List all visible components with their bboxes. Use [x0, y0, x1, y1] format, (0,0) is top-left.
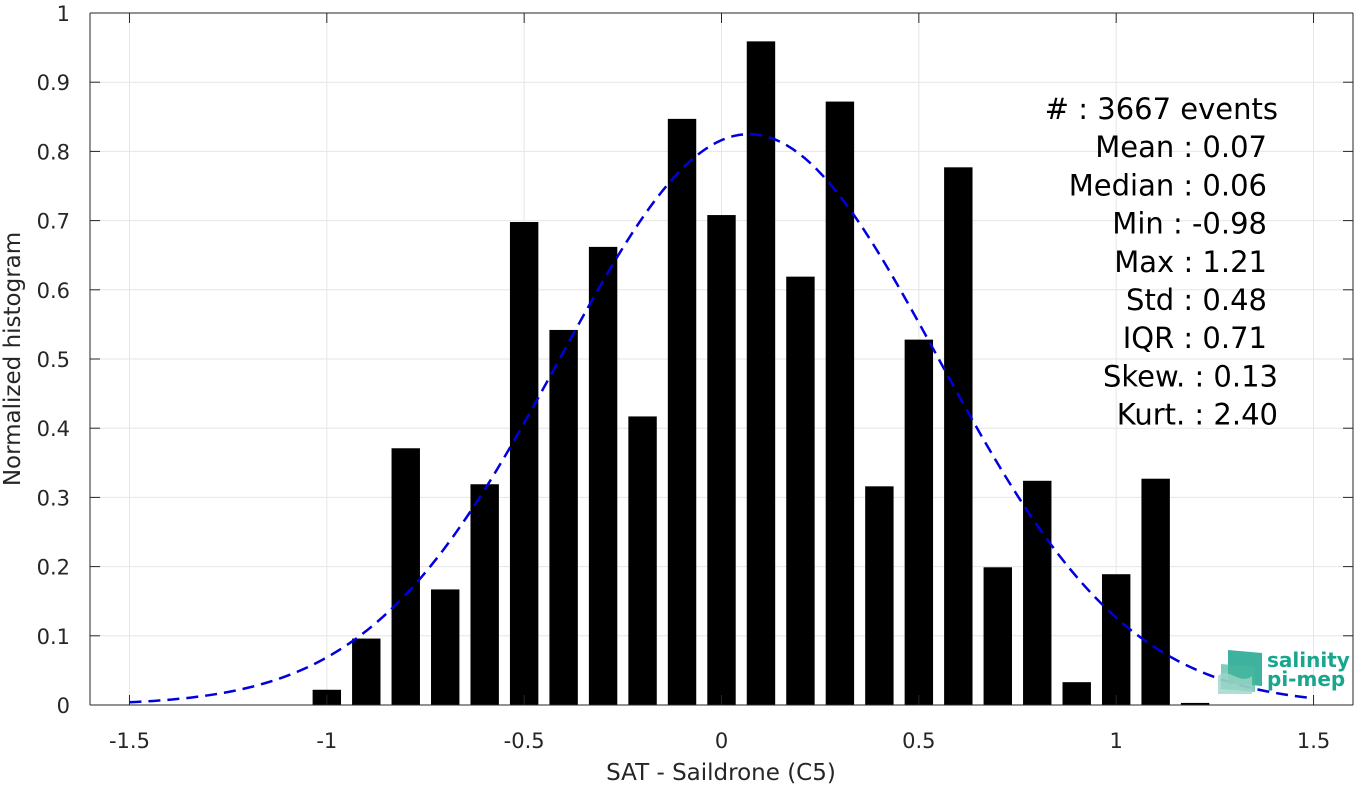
stat-line: Median : 0.06	[1069, 168, 1267, 202]
histogram-bar	[825, 101, 855, 706]
axes	[89, 12, 1354, 706]
wave-logo-icon	[1218, 650, 1262, 694]
y-tick-label: 0.5	[37, 348, 70, 372]
fit-curve-line	[129, 132, 1314, 704]
histogram-bar	[352, 638, 381, 705]
histogram-bar	[865, 486, 894, 705]
y-tick-label: 0.9	[37, 71, 70, 95]
stat-line: Mean : 0.07	[1095, 130, 1267, 164]
logo-line1: salinity	[1267, 648, 1350, 672]
y-tick-label: 0.6	[37, 279, 70, 303]
histogram-bar	[983, 567, 1012, 705]
histogram-bar	[1023, 480, 1052, 705]
histogram-bars	[312, 41, 1210, 706]
histogram-bar	[470, 484, 499, 705]
histogram-bar	[1062, 682, 1091, 705]
y-tick-label: 0.4	[37, 417, 70, 441]
histogram-bar	[667, 118, 697, 706]
histogram-bar	[944, 167, 973, 706]
histogram-bar	[431, 589, 460, 705]
y-tick-label: 1	[57, 2, 70, 26]
histogram-bar	[746, 41, 776, 705]
stat-line: IQR : 0.71	[1123, 321, 1267, 355]
x-tick-label: 1.5	[1297, 729, 1330, 753]
logo-line2: pi-mep	[1267, 667, 1345, 691]
x-tick-label: 0.5	[902, 729, 935, 753]
histogram-bar	[509, 221, 539, 705]
histogram-bar	[1180, 702, 1210, 705]
stat-line: Max : 1.21	[1114, 245, 1267, 279]
normal-fit-curve	[129, 132, 1314, 704]
histogram-bar	[391, 448, 420, 705]
x-axis-label: SAT - Saildrone (C5)	[606, 760, 836, 785]
salinity-pi-mep-logo: salinity pi-mep	[1218, 648, 1350, 694]
y-axis-label: Normalized histogram	[0, 232, 26, 486]
x-tick-label: -0.5	[504, 729, 545, 753]
histogram-bar	[1101, 574, 1131, 705]
x-tick-label: 1	[1110, 729, 1123, 753]
x-tick-label: -1.5	[109, 729, 150, 753]
y-tick-label: 0	[57, 694, 70, 718]
histogram-bar	[786, 276, 815, 705]
histogram-bar	[628, 416, 657, 705]
histogram-bar	[588, 246, 618, 705]
stat-line: Min : -0.98	[1112, 207, 1267, 241]
y-tick-label: 0.3	[37, 486, 70, 510]
y-tick-label: 0.7	[37, 210, 70, 234]
x-tick-label: 0	[715, 729, 728, 753]
stat-line: Kurt. : 2.40	[1117, 398, 1278, 432]
histogram-bar	[707, 215, 736, 705]
histogram-bar	[904, 339, 934, 705]
tick-labels: -1.5 -1 -0.5 0 0.5 1 1.5 0 0.1 0.2 0.3 0.4 0.5 0.6 0.7…	[37, 2, 1331, 753]
histogram-bar	[549, 329, 578, 705]
stat-line: # : 3667 events	[1045, 92, 1278, 126]
y-tick-label: 0.8	[37, 140, 70, 164]
stat-line: Skew. : 0.13	[1103, 359, 1278, 393]
y-tick-label: 0.2	[37, 556, 70, 580]
stat-line: Std : 0.48	[1126, 283, 1267, 317]
histogram-bar	[1141, 478, 1170, 705]
stats-box: # : 3667 events Mean : 0.07 Median : 0.06 M…	[1045, 92, 1278, 432]
x-tick-label: -1	[316, 729, 337, 753]
y-tick-label: 0.1	[37, 625, 70, 649]
